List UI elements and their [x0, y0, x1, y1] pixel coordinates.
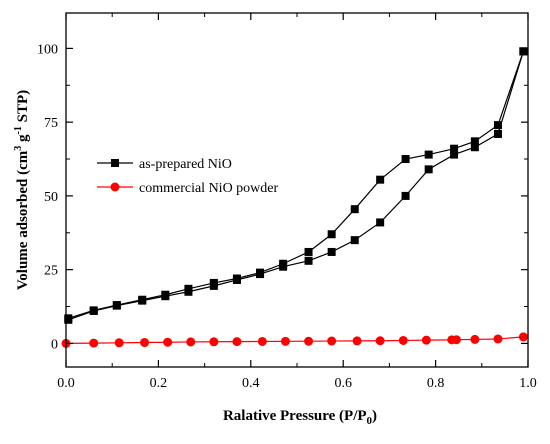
y-tick-label: 50	[44, 190, 58, 205]
series-1-adsorption-point	[327, 336, 337, 346]
series-0-desorption-point	[89, 306, 98, 315]
series-1-adsorption-point	[470, 334, 480, 344]
y-axis-title-pre: Volume adsorbed (cm	[15, 150, 31, 290]
legend-label-as-prepared: as-prepared NiO	[139, 157, 232, 172]
series-1-adsorption-point	[89, 338, 99, 348]
series-1-adsorption-point	[451, 335, 461, 345]
series-0-desorption-point	[209, 278, 218, 287]
x-tick-label: 0.4	[242, 376, 260, 391]
y-axis-title-post: STP)	[15, 90, 31, 126]
series-0-desorption-point	[256, 268, 265, 277]
series-1-adsorption-point	[232, 337, 242, 347]
y-axis-title-sup2: -1	[13, 126, 24, 134]
series-1-adsorption-point	[304, 336, 314, 346]
x-tick-label: 0.6	[334, 376, 352, 391]
series-0-desorption-point	[112, 301, 121, 310]
series-1-adsorption-point	[375, 336, 385, 346]
series-1-adsorption-point	[257, 336, 267, 346]
x-tick-label: 0.8	[427, 376, 445, 391]
series-0-desorption-point	[184, 284, 193, 293]
series-1-adsorption-point	[421, 335, 431, 345]
y-axis-title: Volume adsorbed (cm3 g-1 STP)	[13, 90, 31, 290]
legend-marker-as-prepared	[111, 159, 119, 167]
series-0-desorption-point	[64, 314, 73, 323]
series-0-desorption-point	[304, 247, 313, 256]
series-1-adsorption-point	[186, 337, 196, 347]
series-layer	[61, 47, 528, 348]
series-0-desorption-point	[161, 290, 170, 299]
legend: as-prepared NiO commercial NiO powder	[97, 157, 279, 196]
series-1-adsorption-point	[352, 336, 362, 346]
y-tick-label: 25	[44, 264, 58, 279]
legend-marker-commercial	[110, 182, 120, 192]
series-0-desorption-point	[138, 295, 147, 304]
series-0-adsorption-point	[304, 256, 313, 265]
x-axis-title-main: Ralative Pressure (P/P	[223, 408, 367, 424]
series-0-adsorption-point	[376, 218, 385, 227]
series-0-desorption-point	[450, 144, 459, 153]
series-0-adsorption-line	[68, 51, 524, 321]
series-0-desorption-point	[327, 230, 336, 239]
series-0-desorption-point	[470, 137, 479, 146]
y-tick-label: 75	[44, 116, 58, 131]
y-axis-title-mid: g	[15, 134, 31, 146]
series-0-desorption-point	[424, 150, 433, 159]
series-0-adsorption-point	[327, 247, 336, 256]
series-1-adsorption-point	[518, 332, 528, 342]
series-0-desorption-point	[519, 47, 528, 56]
y-axis-title-sup1: 3	[13, 146, 24, 151]
series-0-adsorption-point	[493, 129, 502, 138]
series-0-desorption-point	[279, 259, 288, 268]
x-axis-title-close: )	[372, 408, 377, 424]
x-tick-label: 1.0	[519, 376, 537, 391]
series-0-desorption-point	[401, 155, 410, 164]
series-0-adsorption-point	[450, 150, 459, 159]
y-tick-label: 0	[51, 337, 58, 352]
series-1-adsorption-point	[280, 336, 290, 346]
series-1-adsorption-point	[163, 337, 173, 347]
legend-label-commercial: commercial NiO powder	[139, 181, 279, 196]
x-axis-title-sub: 0	[367, 415, 373, 427]
series-0-adsorption-point	[424, 165, 433, 174]
series-1-adsorption-point	[114, 338, 124, 348]
series-0-adsorption-point	[401, 191, 410, 200]
x-tick-label: 0.2	[150, 376, 168, 391]
series-0-desorption-point	[493, 121, 502, 130]
series-0-adsorption-point	[470, 143, 479, 152]
series-1-adsorption-point	[140, 338, 150, 348]
x-axis-title: Ralative Pressure (P/P0)	[223, 408, 377, 427]
ticks-layer: 0.0 0.2 0.4 0.6 0.8 1.0 0 25 50 75 100	[37, 13, 537, 391]
series-0-desorption-point	[376, 175, 385, 184]
series-1-adsorption-point	[209, 337, 219, 347]
x-tick-label: 0.0	[57, 376, 75, 391]
series-0-desorption-line	[68, 51, 524, 319]
y-tick-label: 100	[37, 42, 58, 57]
series-1-adsorption-point	[493, 334, 503, 344]
plot-frame	[65, 12, 529, 368]
series-0-desorption-point	[232, 274, 241, 283]
series-1-adsorption-point	[398, 335, 408, 345]
series-0-adsorption-point	[350, 236, 359, 245]
series-0-desorption-point	[350, 205, 359, 214]
